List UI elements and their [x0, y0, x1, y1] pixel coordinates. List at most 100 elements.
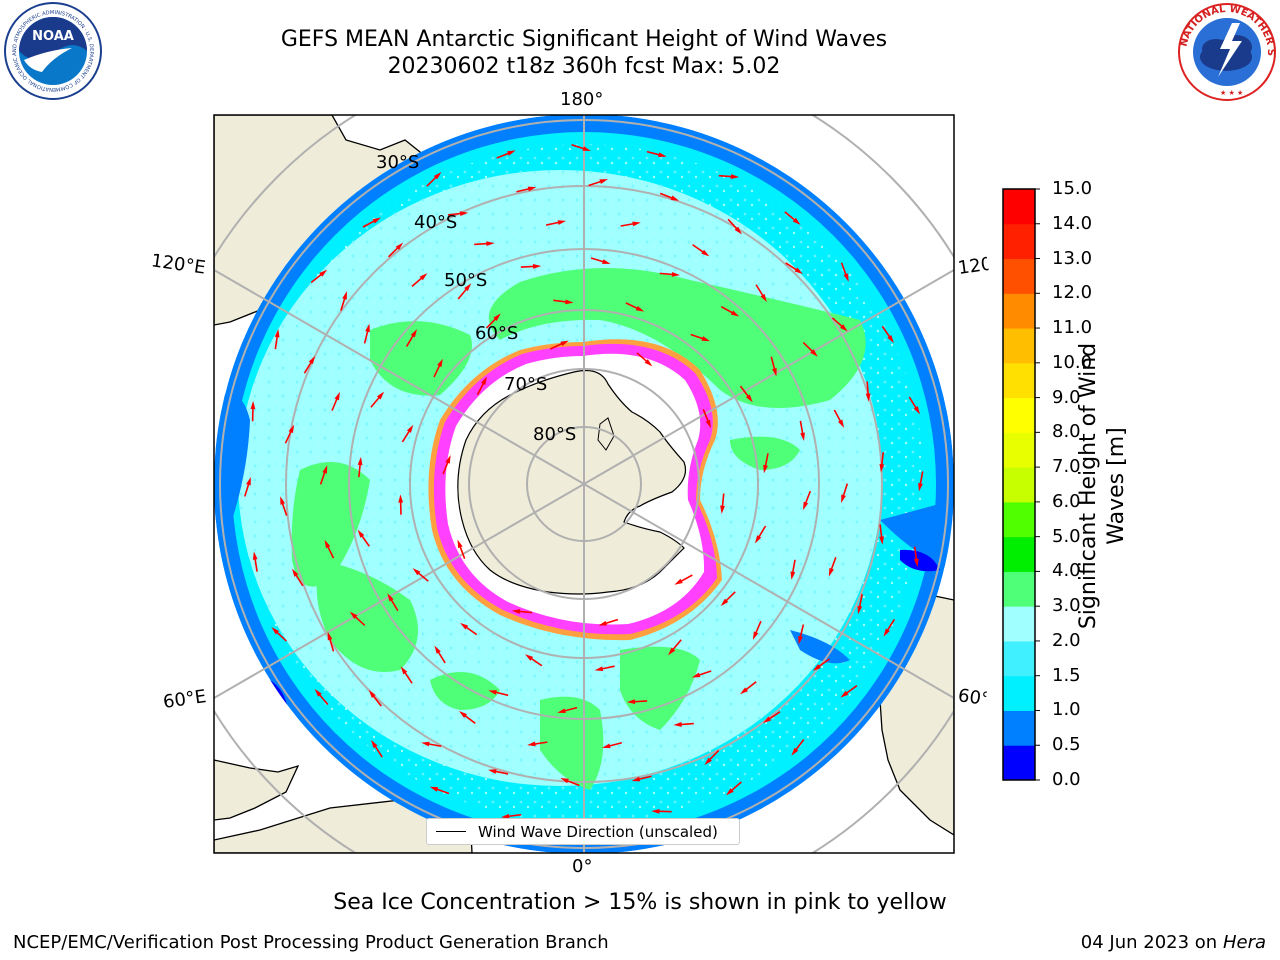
- wave-direction-arrowhead: [250, 400, 256, 410]
- colorbar-segment: [1003, 745, 1035, 781]
- colorbar-segment: [1003, 328, 1035, 364]
- colorbar-frame: [1002, 188, 1036, 781]
- wave-direction-arrowhead: [883, 628, 890, 637]
- colorbar-segment: [1003, 675, 1035, 711]
- wave-direction-arrowhead: [486, 241, 495, 247]
- colorbar: [1002, 188, 1040, 781]
- wave-direction-arrowhead: [368, 690, 376, 698]
- wave-direction-arrowhead: [274, 328, 280, 338]
- wave-direction-arrowhead: [790, 571, 796, 580]
- wave-direction-arrowhead: [319, 269, 328, 277]
- latitude-label-30s: 30°S: [376, 152, 420, 173]
- colorbar-tick-label: 0.0: [1052, 769, 1081, 790]
- chart-title-line2: 20230602 t18z 360h fcst Max: 5.02: [387, 54, 781, 79]
- colorbar-tick-label: 3.0: [1052, 595, 1081, 617]
- wave-direction-arrowhead: [246, 476, 251, 486]
- wave-direction-arrowhead: [828, 567, 834, 577]
- wave-direction-arrowhead: [557, 220, 567, 225]
- colorbar-tick-label: 8.0: [1052, 421, 1081, 443]
- wave-direction-arrowhead: [314, 688, 322, 697]
- wave-direction-arrowhead: [745, 394, 753, 403]
- wave-direction-arrowhead: [493, 313, 501, 321]
- colorbar-segment: [1003, 571, 1035, 607]
- wave-direction-arrowhead: [670, 195, 680, 201]
- wave-direction-arrowhead: [357, 529, 365, 538]
- sea-ice-caption: Sea Ice Concentration > 15% is shown in …: [333, 890, 947, 915]
- wave-direction-arrowhead: [459, 711, 467, 718]
- colorbar-segment: [1003, 432, 1035, 468]
- colorbar-tick-label: 0.5: [1052, 734, 1081, 756]
- wave-direction-arrowhead: [280, 496, 286, 505]
- wave-direction-arrowhead: [626, 699, 636, 705]
- colorbar-segment: [1003, 536, 1035, 572]
- wave-direction-arrowhead: [887, 335, 894, 344]
- footer-branch: NCEP/EMC/Verification Post Processing Pr…: [13, 932, 609, 953]
- wave-direction-arrowhead: [725, 788, 734, 796]
- colorbar-tick-label: 15.0: [1052, 178, 1093, 199]
- wave-direction-arrowhead: [565, 299, 574, 305]
- latitude-label-80s: 80°S: [533, 424, 577, 445]
- colorbar-segment: [1003, 640, 1035, 677]
- wave-direction-arrowhead: [752, 631, 759, 640]
- wave-direction-arrowhead: [701, 336, 711, 342]
- wave-direction-arrowhead: [668, 647, 676, 656]
- wave-direction-arrowhead: [464, 283, 472, 292]
- wave-direction-arrowhead: [791, 747, 799, 756]
- wave-direction-arrowhead: [602, 259, 611, 264]
- wave-direction-arrowhead: [507, 150, 516, 156]
- wave-direction-arrowhead: [810, 349, 818, 357]
- wave-direction-arrowhead: [460, 622, 469, 630]
- wave-direction-arrowhead: [802, 501, 809, 511]
- wave-direction-arrowhead: [740, 687, 749, 695]
- wave-direction-arrowhead: [857, 605, 863, 615]
- wave-direction-arrowhead: [525, 654, 534, 661]
- wave-direction-arrowhead: [357, 456, 363, 466]
- wave-direction-arrowhead: [445, 455, 451, 464]
- wave-direction-arrowhead: [730, 174, 740, 179]
- colorbar-segment: [1003, 293, 1035, 329]
- legend-line-swatch: [436, 831, 466, 832]
- wave-direction-arrowhead: [511, 609, 521, 614]
- footer-machine: Hera: [1222, 932, 1266, 953]
- colorbar-segment: [1003, 223, 1035, 260]
- wave-direction-arrowhead: [762, 716, 772, 724]
- wave-direction-arrowhead: [395, 242, 404, 251]
- wave-direction-arrowhead: [527, 186, 537, 192]
- colorbar-tick-label: 1.5: [1052, 664, 1081, 686]
- wave-direction-arrowhead: [879, 536, 884, 545]
- wave-direction-arrowhead: [705, 419, 711, 429]
- nws-logo-icon: NATIONAL WEATHER SERVICE ★ ★ ★: [1176, 1, 1276, 101]
- wave-direction-arrowhead: [865, 393, 871, 402]
- wave-direction-arrowhead: [720, 598, 729, 607]
- wave-direction-arrowhead: [429, 786, 439, 792]
- legend-label: Wind Wave Direction (unscaled): [478, 823, 718, 841]
- wave-direction-arrowhead: [800, 432, 805, 442]
- wave-direction-arrowhead: [671, 272, 681, 277]
- wave-direction-arrowhead: [288, 424, 295, 434]
- wave-direction-arrowhead: [730, 310, 740, 317]
- wave-direction-arrowhead: [658, 152, 667, 157]
- wave-direction-arrowhead: [794, 267, 803, 274]
- wave-direction-arrowhead: [500, 813, 510, 819]
- wave-direction-arrowhead: [437, 358, 443, 368]
- colorbar-tick-label: 9.0: [1052, 386, 1081, 408]
- wave-direction-arrowhead: [674, 578, 683, 585]
- chart-title-line1: GEFS MEAN Antarctic Significant Height o…: [280, 27, 888, 52]
- continent-land-outer: [214, 115, 954, 853]
- wave-direction-arrowhead: [602, 743, 611, 749]
- footer-date-text: 04 Jun 2023 on: [1080, 932, 1218, 953]
- wave-direction-arrowhead: [560, 777, 569, 784]
- wave-direction-arrowhead: [843, 273, 849, 282]
- colorbar-tick-label: 1.0: [1052, 699, 1081, 721]
- wave-direction-arrowhead: [879, 464, 885, 473]
- map-legend: Wind Wave Direction (unscaled): [426, 818, 740, 845]
- wave-direction-arrowhead: [327, 631, 333, 641]
- wave-direction-arrowhead: [372, 217, 382, 224]
- footer-date: 04 Jun 2023 on Hera: [1081, 932, 1266, 953]
- colorbar-segment: [1003, 189, 1035, 225]
- colorbar-label-line2: Waves [m]: [1104, 427, 1129, 545]
- latitude-label-70s: 70°S: [504, 374, 548, 395]
- wave-direction-arrowhead: [488, 690, 497, 695]
- wave-direction-arrowhead: [421, 741, 430, 747]
